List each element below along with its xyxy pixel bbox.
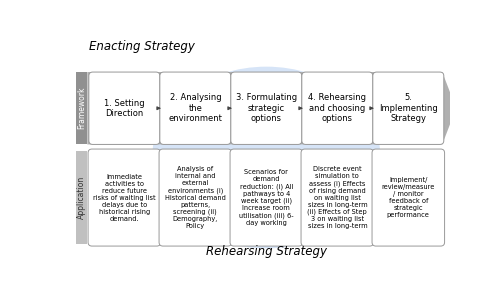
FancyBboxPatch shape xyxy=(230,149,302,246)
FancyBboxPatch shape xyxy=(372,149,444,246)
Text: Enacting Strategy: Enacting Strategy xyxy=(89,41,194,53)
Text: Application: Application xyxy=(78,176,86,219)
Polygon shape xyxy=(88,72,456,144)
FancyBboxPatch shape xyxy=(88,149,160,246)
Bar xyxy=(76,151,88,244)
Text: Rehearsing Strategy: Rehearsing Strategy xyxy=(206,245,327,258)
Text: Framework: Framework xyxy=(78,87,86,130)
FancyBboxPatch shape xyxy=(302,72,373,144)
Text: 3. Formulating
strategic
options: 3. Formulating strategic options xyxy=(236,93,297,123)
FancyBboxPatch shape xyxy=(89,72,160,144)
FancyBboxPatch shape xyxy=(301,149,374,246)
Ellipse shape xyxy=(152,67,380,248)
Text: 4. Rehearsing
and choosing
options: 4. Rehearsing and choosing options xyxy=(308,93,366,123)
Bar xyxy=(76,72,88,144)
FancyBboxPatch shape xyxy=(160,72,231,144)
FancyBboxPatch shape xyxy=(373,72,444,144)
FancyBboxPatch shape xyxy=(159,149,232,246)
Text: 2. Analysing
the
environment: 2. Analysing the environment xyxy=(168,93,222,123)
FancyBboxPatch shape xyxy=(231,72,302,144)
Text: Implement/
review/measure
/ monitor
feedback of
strategic
performance: Implement/ review/measure / monitor feed… xyxy=(382,177,435,218)
Text: 1. Setting
Direction: 1. Setting Direction xyxy=(104,99,144,118)
Text: Immediate
activities to
reduce future
risks of waiting list
delays due to
histor: Immediate activities to reduce future ri… xyxy=(93,174,156,222)
Text: 5.
Implementing
Strategy: 5. Implementing Strategy xyxy=(379,93,438,123)
Text: Analysis of
internal and
external
environments (i)
Historical demand
patterns,
s: Analysis of internal and external enviro… xyxy=(165,166,226,229)
Text: Scenarios for
demand
reduction: (i) All
pathways to 4
week target (ii)
Increase : Scenarios for demand reduction: (i) All … xyxy=(239,169,294,226)
Text: Discrete event
simulation to
assess (i) Effects
of rising demand
on waiting list: Discrete event simulation to assess (i) … xyxy=(308,166,367,229)
